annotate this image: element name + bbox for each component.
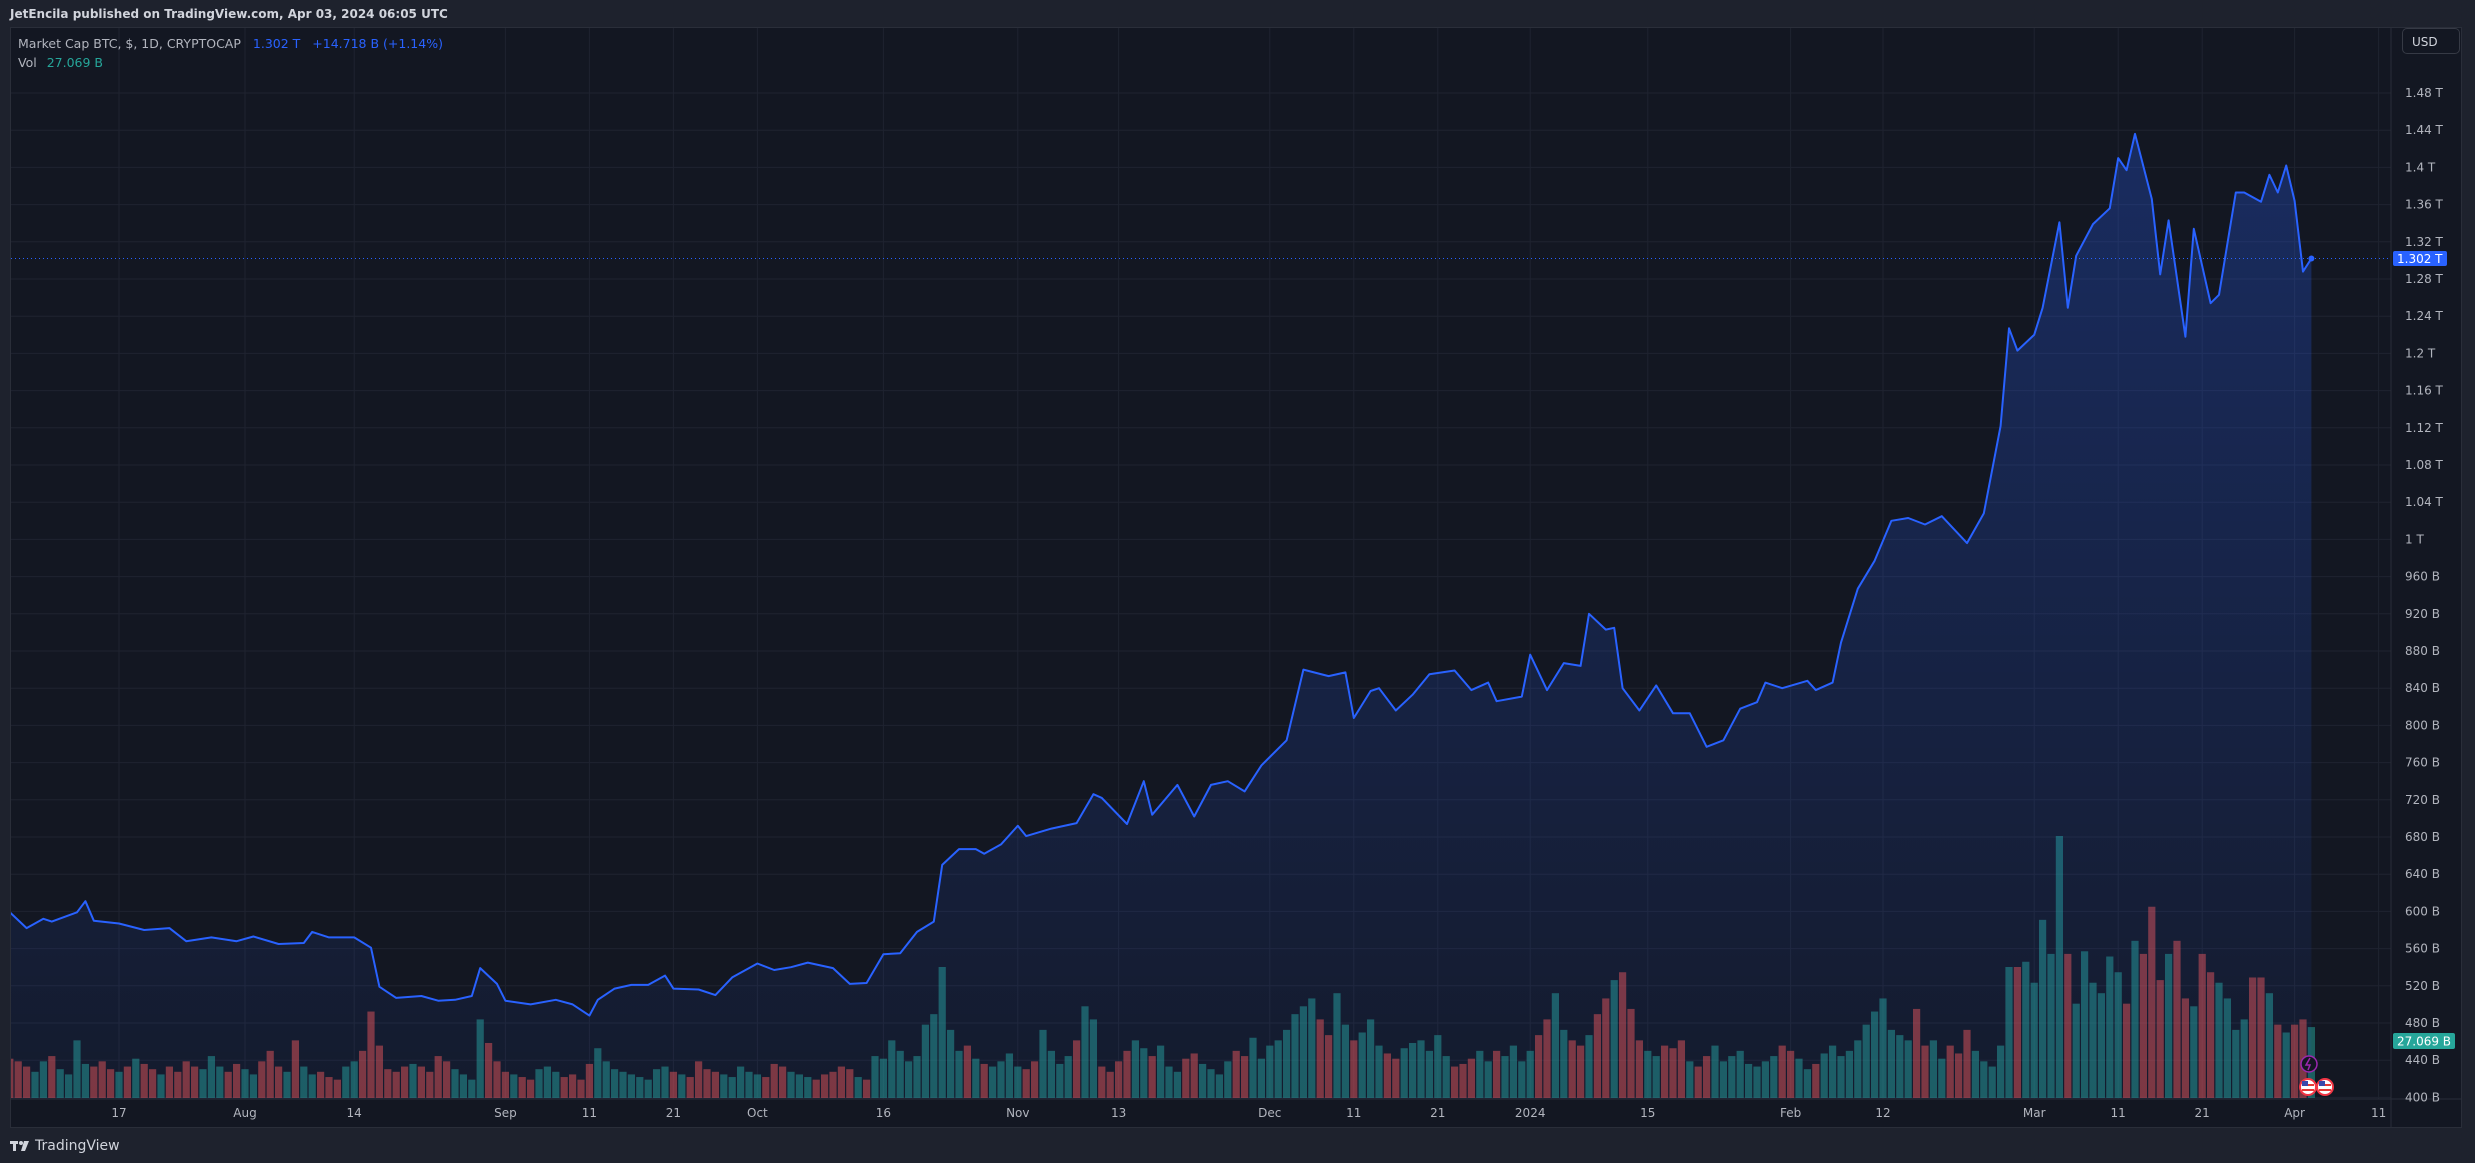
time-tick-label: Mar — [2023, 1106, 2046, 1120]
time-tick-label: Dec — [1258, 1106, 1281, 1120]
price-tick-label: 1 T — [2405, 532, 2424, 546]
price-tick-label: 520 B — [2405, 979, 2440, 993]
price-tick-label: 1.36 T — [2405, 198, 2444, 212]
time-tick-label: 17 — [111, 1106, 126, 1120]
market-cap-line — [11, 132, 2313, 1017]
flag-canton — [2302, 1081, 2308, 1086]
price-tick-label: 480 B — [2405, 1016, 2440, 1030]
flag-stripe — [2302, 1089, 2314, 1091]
volume-value: 27.069 B — [46, 55, 103, 70]
time-axis[interactable]: 17 Aug 14 Sep 11 21 Oct 16 Nov 13 Dec 11 21 2024 15 Feb… — [111, 1106, 2386, 1120]
tradingview-logo-icon — [10, 1141, 29, 1151]
price-tick-label: 1.16 T — [2405, 384, 2444, 398]
price-tick-label: 720 B — [2405, 793, 2440, 807]
time-tick-label: Apr — [2284, 1106, 2305, 1120]
footer: TradingView — [10, 1138, 120, 1154]
price-tick-label: 840 B — [2405, 681, 2440, 695]
price-tick-label: 1.4 T — [2405, 160, 2436, 174]
time-tick-label: Nov — [1006, 1106, 1029, 1120]
time-tick-label: 14 — [347, 1106, 362, 1120]
last-value: 1.302 T — [252, 36, 301, 51]
price-tick-label: 1.24 T — [2405, 309, 2444, 323]
price-tick-label: 440 B — [2405, 1053, 2440, 1067]
lightning-event-icon — [2300, 1055, 2318, 1073]
flag-stripe — [2319, 1089, 2331, 1091]
time-tick-label: 16 — [876, 1106, 891, 1120]
last-volume-badge — [2393, 1033, 2455, 1049]
time-tick-label: 11 — [582, 1106, 597, 1120]
time-tick-label: Sep — [494, 1106, 517, 1120]
lightning-event-icon — [2304, 1057, 2312, 1071]
last-volume-label: 27.069 B — [2397, 1035, 2451, 1049]
time-tick-label: Oct — [747, 1106, 768, 1120]
price-tick-label: 760 B — [2405, 756, 2440, 770]
time-tick-label: 21 — [1430, 1106, 1445, 1120]
time-tick-label: 11 — [2111, 1106, 2126, 1120]
legend-main-row: Market Cap BTC, $, 1D, CRYPTOCAP 1.302 T… — [18, 34, 443, 53]
area-fill — [11, 133, 2312, 1099]
price-tick-label: 1.08 T — [2405, 458, 2444, 472]
time-tick-label: Aug — [233, 1106, 256, 1120]
publisher-text: JetEncila published on TradingView.com, … — [10, 7, 448, 21]
time-tick-label: 2024 — [1515, 1106, 1546, 1120]
currency-button[interactable]: USD — [2402, 28, 2460, 54]
legend: Market Cap BTC, $, 1D, CRYPTOCAP 1.302 T… — [18, 34, 443, 72]
price-tick-label: 1.32 T — [2405, 235, 2444, 249]
price-tick-label: 680 B — [2405, 830, 2440, 844]
time-tick-label: 11 — [1346, 1106, 1361, 1120]
flag-canton — [2319, 1081, 2325, 1086]
price-tick-label: 400 B — [2405, 1090, 2440, 1104]
time-tick-label: 11 — [2371, 1106, 2386, 1120]
symbol-title[interactable]: Market Cap BTC, $, 1D, CRYPTOCAP — [18, 36, 241, 51]
time-tick-label: 12 — [1875, 1106, 1890, 1120]
last-price-badge — [2393, 251, 2447, 267]
legend-volume-row: Vol 27.069 B — [18, 53, 443, 72]
price-tick-label: 1.28 T — [2405, 272, 2444, 286]
price-tick-label: 800 B — [2405, 718, 2440, 732]
price-tick-label: 960 B — [2405, 570, 2440, 584]
price-tick-label: 1.2 T — [2405, 346, 2436, 360]
price-axis[interactable]: 1.48 T 1.44 T 1.4 T 1.36 T 1.32 T 1.28 T 1.24 … — [2405, 86, 2444, 1104]
price-tick-label: 1.04 T — [2405, 495, 2444, 509]
time-tick-label: 21 — [2195, 1106, 2210, 1120]
footer-brand[interactable]: TradingView — [35, 1138, 120, 1154]
price-tick-label: 1.12 T — [2405, 421, 2444, 435]
price-tick-label: 600 B — [2405, 904, 2440, 918]
volume-label[interactable]: Vol — [18, 55, 37, 70]
time-tick-label: 21 — [666, 1106, 681, 1120]
price-tick-label: 880 B — [2405, 644, 2440, 658]
price-tick-label: 1.48 T — [2405, 86, 2444, 100]
event-markers — [2299, 1055, 2334, 1096]
time-tick-label: Feb — [1780, 1106, 1801, 1120]
price-tick-label: 920 B — [2405, 607, 2440, 621]
price-tick-label: 640 B — [2405, 867, 2440, 881]
time-tick-label: 13 — [1111, 1106, 1126, 1120]
time-tick-label: 15 — [1640, 1106, 1655, 1120]
change-value: +14.718 B (+1.14%) — [312, 36, 443, 51]
price-tick-label: 1.44 T — [2405, 123, 2444, 137]
last-price-label: 1.302 T — [2397, 252, 2443, 266]
top-bar: JetEncila published on TradingView.com, … — [0, 0, 2475, 27]
price-tick-label: 560 B — [2405, 942, 2440, 956]
